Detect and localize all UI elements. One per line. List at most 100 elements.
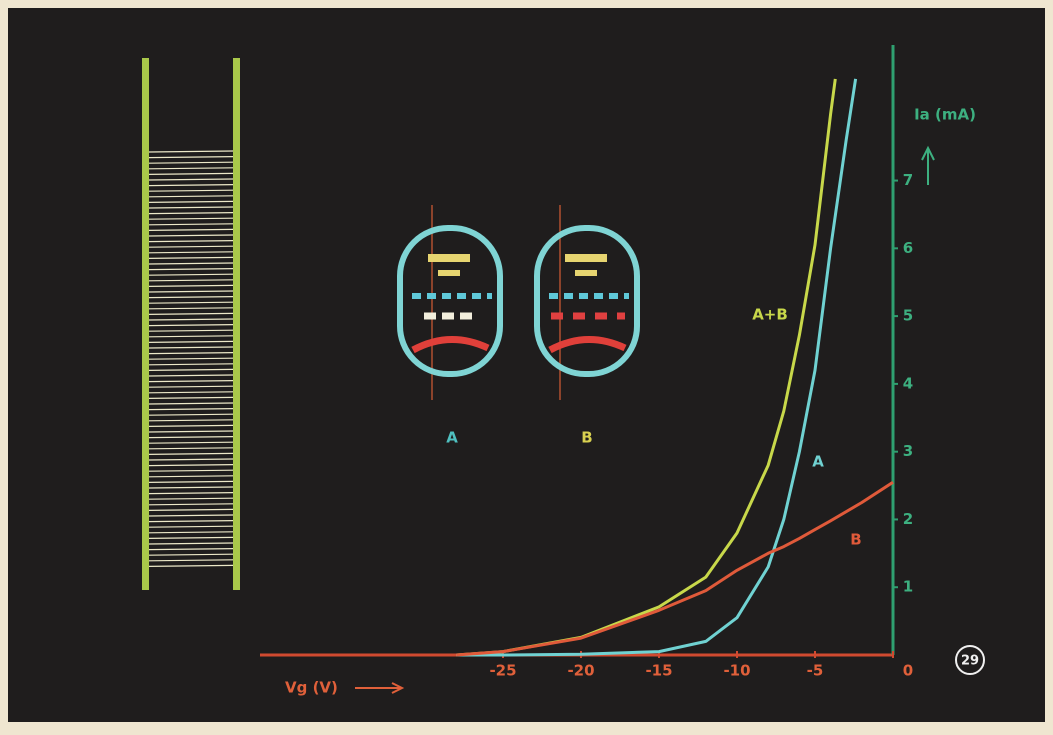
coil-winding (148, 486, 234, 489)
tube-label: A (446, 429, 458, 447)
coil-winding (148, 156, 234, 159)
x-tick-label: -15 (645, 662, 672, 680)
y-tick-label: 3 (903, 442, 913, 460)
coil-winding (148, 542, 234, 545)
coil-winding (148, 402, 234, 405)
arrow (921, 145, 935, 185)
coil-winding (148, 548, 234, 551)
coil-winding (148, 391, 234, 394)
y-tick-label: 2 (903, 510, 913, 528)
arrow (355, 682, 405, 694)
coil-winding (148, 206, 234, 209)
coil-winding (148, 307, 234, 310)
figure-badge (955, 645, 985, 675)
coil-winding (148, 273, 234, 276)
coil-winding (148, 284, 234, 287)
coil-winding (148, 559, 234, 562)
coil-winding (148, 469, 234, 472)
coil-winding (148, 251, 234, 254)
coil-winding (148, 497, 234, 500)
coil-winding (148, 508, 234, 511)
coil-winding (148, 531, 234, 534)
coil-winding (148, 245, 234, 248)
coil-winding (148, 363, 234, 366)
coil-winding (148, 413, 234, 416)
y-tick-label: 5 (903, 307, 913, 325)
coil-winding (148, 374, 234, 377)
coil-winding (148, 357, 234, 360)
coil-winding (148, 525, 234, 528)
coil-winding (148, 217, 234, 220)
tube-label: B (581, 429, 592, 447)
x-tick-label: -25 (489, 662, 516, 680)
coil-winding (148, 212, 234, 215)
coil-winding (148, 492, 234, 495)
coil-winding (148, 458, 234, 461)
coil-winding (148, 234, 234, 237)
coil-winding (148, 424, 234, 427)
coil-winding (148, 475, 234, 478)
coil-winding (148, 172, 234, 175)
coil-winding (148, 279, 234, 282)
x-tick-label: -20 (567, 662, 594, 680)
coil-winding (148, 228, 234, 231)
x-tick-label: -10 (723, 662, 750, 680)
coil-winding (148, 346, 234, 349)
y-tick-label: 7 (903, 171, 913, 189)
coil-winding (148, 268, 234, 271)
curve (456, 78, 858, 657)
coil-winding (148, 290, 234, 293)
coil-winding (148, 195, 234, 198)
coil-winding (148, 312, 234, 315)
x-tick-label: 0 (903, 662, 913, 680)
coil-winding (148, 430, 234, 433)
coil-winding (148, 447, 234, 450)
coil-winding (148, 368, 234, 371)
coil-winding (148, 178, 234, 181)
coil-winding (148, 167, 234, 170)
curve (456, 480, 894, 657)
coil-winding (148, 464, 234, 467)
coil-winding (148, 514, 234, 517)
coil-rod (233, 58, 240, 590)
coil-winding (148, 301, 234, 304)
coil-winding (148, 408, 234, 411)
series-label: A+B (752, 306, 788, 324)
coil-winding (148, 380, 234, 383)
coil-winding (148, 324, 234, 327)
coil-winding (148, 329, 234, 332)
coil-winding (148, 335, 234, 338)
coil-winding (148, 564, 234, 567)
coil-winding (148, 480, 234, 483)
coil-winding (148, 553, 234, 556)
coil-winding (148, 436, 234, 439)
coil-rod (142, 58, 149, 590)
coil-winding (148, 256, 234, 259)
coil-winding (148, 184, 234, 187)
y-axis-label: Ia (mA) (914, 106, 976, 124)
coil-winding (148, 385, 234, 388)
coil-winding (148, 223, 234, 226)
coil-winding (148, 352, 234, 355)
tube-a (397, 205, 503, 400)
coil-winding (148, 396, 234, 399)
coil-winding (148, 536, 234, 539)
coil-winding (148, 503, 234, 506)
y-tick-label: 4 (903, 374, 913, 392)
coil-winding (148, 452, 234, 455)
coil-winding (148, 161, 234, 164)
coil-winding (148, 441, 234, 444)
x-axis-label: Vg (V) (285, 679, 338, 697)
coil (142, 58, 240, 590)
coil-winding (148, 262, 234, 265)
y-tick-label: 6 (903, 239, 913, 257)
y-tick-label: 1 (903, 578, 913, 596)
coil-winding (148, 150, 234, 153)
coil-winding (148, 189, 234, 192)
coil-winding (148, 520, 234, 523)
series-label: B (850, 531, 861, 549)
figure-number: 29 (961, 654, 979, 669)
coil-winding (148, 340, 234, 343)
coil-winding (148, 240, 234, 243)
